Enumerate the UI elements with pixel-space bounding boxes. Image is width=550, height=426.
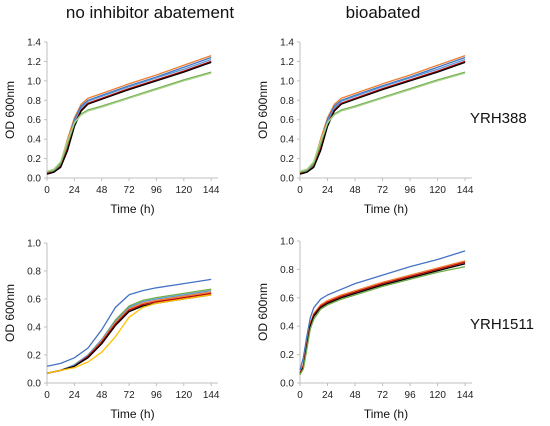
y-tick-label: 0.8 <box>280 265 294 276</box>
x-tick-label: 72 <box>124 185 136 196</box>
series-line <box>46 60 212 174</box>
x-tick-label: 0 <box>297 185 303 196</box>
x-tick-label: 48 <box>96 185 108 196</box>
strain-label-top: YRH388 <box>470 110 527 127</box>
x-tick-label: 144 <box>457 185 474 196</box>
y-axis-title: OD 600nm <box>256 81 270 139</box>
y-tick-label: 0.4 <box>280 135 294 146</box>
y-tick-label: 1.4 <box>280 38 294 49</box>
y-tick-label: 0.8 <box>27 96 41 107</box>
y-tick-label: 0.6 <box>280 293 294 304</box>
x-tick-label: 120 <box>175 185 192 196</box>
y-tick-label: 0.8 <box>280 96 294 107</box>
x-axis-title: Time (h) <box>364 202 408 216</box>
series-line <box>299 71 466 173</box>
chart-bioabated-yrh388: 0.0 0.2 0.4 0.6 0.8 1.0 1.2 1.4 0 24 48 72 96 120 144 T… <box>256 38 474 217</box>
series-line <box>299 265 466 375</box>
strain-label-bottom: YRH1511 <box>470 316 534 333</box>
series-line <box>46 71 212 173</box>
chart-bioabated-yrh1511: 0.0 0.2 0.4 0.6 0.8 1.0 0 24 48 72 96 120 144 Time (h… <box>256 237 474 422</box>
x-tick-label: 24 <box>69 390 81 401</box>
chart-no-inhibitor-yrh388: 0.0 0.2 0.4 0.6 0.8 1.0 1.2 1.4 0 24 48 72 96 120 144 T… <box>3 38 220 217</box>
x-tick-label: 120 <box>429 390 446 401</box>
y-tick-label: 0.2 <box>27 351 41 362</box>
y-tick-label: 0.4 <box>280 322 294 333</box>
series-line <box>46 278 212 367</box>
series-line <box>299 56 466 174</box>
y-axis-title: OD 600nm <box>3 81 17 139</box>
y-tick-label: 0.6 <box>280 115 294 126</box>
series-line <box>46 294 212 374</box>
series-line <box>299 58 466 174</box>
series-line <box>299 61 466 175</box>
x-tick-label: 24 <box>322 185 334 196</box>
y-tick-label: 0.0 <box>280 379 294 390</box>
series-line <box>46 289 212 374</box>
y-tick-label: 0.0 <box>280 174 294 185</box>
series-line <box>299 60 466 174</box>
x-tick-label: 72 <box>377 390 389 401</box>
y-tick-label: 0.6 <box>27 115 41 126</box>
series-line <box>46 291 212 374</box>
y-tick-label: 1.0 <box>280 237 294 248</box>
x-tick-label: 120 <box>175 390 192 401</box>
series-line <box>299 260 466 374</box>
y-tick-label: 0.0 <box>27 379 41 390</box>
y-tick-label: 1.4 <box>27 38 41 49</box>
y-tick-label: 0.4 <box>27 135 41 146</box>
column-title-left: no inhibitor abatement <box>66 3 235 22</box>
x-tick-label: 48 <box>349 185 361 196</box>
x-tick-label: 24 <box>322 390 334 401</box>
series-line <box>46 72 212 172</box>
y-tick-label: 1.0 <box>27 239 41 250</box>
y-axis-title: OD 600nm <box>3 284 17 342</box>
x-tick-label: 72 <box>124 390 136 401</box>
x-tick-label: 96 <box>405 390 417 401</box>
x-axis-title: Time (h) <box>110 407 154 421</box>
series-line <box>299 72 466 172</box>
y-tick-label: 0.2 <box>280 154 294 165</box>
x-axis-title: Time (h) <box>110 202 154 216</box>
series-line <box>46 288 212 374</box>
series-line <box>299 54 466 173</box>
series-line <box>46 61 212 175</box>
x-tick-label: 120 <box>429 185 446 196</box>
x-tick-label: 96 <box>405 185 417 196</box>
y-tick-label: 1.2 <box>280 57 294 68</box>
chart-no-inhibitor-yrh1511: 0.0 0.2 0.4 0.6 0.8 1.0 0 24 48 72 96 120 144 Time (h… <box>3 239 220 422</box>
series-line <box>46 54 212 173</box>
y-tick-label: 1.0 <box>27 76 41 87</box>
x-tick-label: 48 <box>349 390 361 401</box>
x-tick-label: 72 <box>377 185 389 196</box>
x-tick-label: 144 <box>203 390 220 401</box>
series-line <box>299 250 466 371</box>
y-tick-label: 0.2 <box>27 154 41 165</box>
series-line <box>46 58 212 174</box>
x-axis-title: Time (h) <box>364 407 408 421</box>
x-tick-label: 48 <box>96 390 108 401</box>
y-tick-label: 0.0 <box>27 174 41 185</box>
series-line <box>46 56 212 174</box>
y-tick-label: 1.2 <box>27 57 41 68</box>
x-tick-label: 96 <box>151 390 163 401</box>
x-tick-label: 0 <box>44 185 50 196</box>
x-tick-label: 144 <box>457 390 474 401</box>
y-tick-label: 0.4 <box>27 323 41 334</box>
y-tick-label: 0.2 <box>280 350 294 361</box>
series-line <box>299 263 466 375</box>
x-tick-label: 0 <box>297 390 303 401</box>
y-tick-label: 0.6 <box>27 295 41 306</box>
y-tick-label: 1.0 <box>280 76 294 87</box>
series-line <box>299 261 466 374</box>
column-title-right: bioabated <box>346 3 421 22</box>
y-tick-label: 0.8 <box>27 267 41 278</box>
x-tick-label: 24 <box>69 185 81 196</box>
x-tick-label: 96 <box>151 185 163 196</box>
y-axis-title: OD 600nm <box>256 283 270 341</box>
x-tick-label: 0 <box>44 390 50 401</box>
x-tick-label: 144 <box>203 185 220 196</box>
